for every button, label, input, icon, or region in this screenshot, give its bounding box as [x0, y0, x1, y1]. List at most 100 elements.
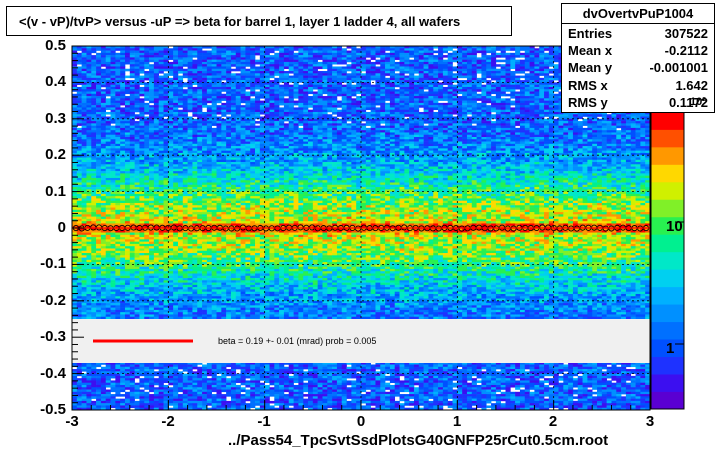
heat-cell — [495, 107, 501, 110]
heat-cell — [486, 57, 492, 60]
heat-cell — [336, 125, 343, 129]
heat-cell — [471, 132, 477, 136]
heat-cell — [86, 55, 92, 58]
heat-cell — [409, 114, 415, 117]
heat-cell — [124, 50, 131, 54]
heat-cell — [418, 132, 424, 136]
heat-cell — [635, 116, 641, 120]
heat-cell — [317, 71, 323, 74]
heat-cell — [187, 102, 193, 106]
heat-cell — [452, 116, 458, 120]
heat-cell — [76, 46, 82, 49]
heat-cell — [283, 125, 290, 129]
heat-cell — [312, 141, 318, 145]
heat-cell — [505, 121, 511, 124]
heat-cell — [413, 123, 420, 126]
heat-cell — [110, 105, 116, 108]
heat-cell — [548, 125, 554, 129]
heat-cell — [341, 75, 347, 79]
heat-cell — [153, 127, 159, 131]
heat-cell — [442, 73, 448, 76]
heat-cell — [250, 91, 256, 95]
heat-cell — [476, 116, 482, 120]
heat-cell — [370, 137, 376, 140]
heat-cell — [375, 114, 381, 117]
heat-cell — [341, 134, 347, 138]
heat-cell — [356, 75, 362, 79]
heat-cell — [462, 143, 468, 147]
heat-cell — [380, 137, 386, 140]
heat-cell — [548, 107, 554, 110]
heat-cell — [187, 121, 193, 124]
heat-cell — [110, 82, 116, 85]
heat-cell — [163, 82, 169, 85]
heat-cell — [438, 111, 444, 115]
heat-cell — [356, 114, 362, 117]
heat-cell — [293, 127, 299, 131]
heat-cell — [385, 111, 391, 115]
heat-cell — [115, 46, 121, 49]
heat-cell — [486, 121, 492, 124]
heat-cell — [447, 114, 453, 117]
heat-cell — [553, 141, 559, 145]
heat-cell — [481, 57, 487, 60]
heat-cell — [447, 105, 453, 108]
heat-cell — [476, 123, 482, 126]
heat-cell — [515, 134, 521, 138]
heat-cell — [134, 100, 140, 104]
heat-cell — [322, 46, 328, 49]
heat-cell — [346, 86, 352, 90]
heat-cell — [264, 91, 270, 95]
heat-cell — [332, 134, 338, 138]
heat-cell — [139, 114, 145, 117]
heat-cell — [221, 77, 227, 81]
heat-cell — [385, 105, 391, 108]
heat-cell — [399, 102, 405, 106]
heat-cell — [356, 125, 362, 129]
heat-cell — [539, 134, 545, 138]
heat-cell — [630, 137, 636, 140]
heat-cell — [558, 127, 564, 131]
heat-cell — [211, 114, 217, 117]
heat-cell — [173, 130, 179, 133]
heat-cell — [134, 50, 140, 54]
heat-cell — [105, 141, 111, 145]
heat-cell — [433, 96, 439, 99]
heat-cell — [298, 66, 304, 70]
heat-cell — [515, 127, 521, 131]
heat-cell — [635, 114, 641, 117]
heat-cell — [438, 52, 444, 56]
heat-cell — [346, 111, 352, 115]
heat-cell — [274, 59, 280, 63]
heat-cell — [240, 91, 246, 95]
heat-cell — [192, 105, 198, 108]
heat-cell — [409, 75, 415, 79]
heat-cell — [211, 52, 217, 56]
heat-cell — [81, 125, 87, 129]
heat-cell — [288, 89, 294, 92]
heat-cell — [433, 100, 439, 104]
heat-cell — [616, 116, 622, 120]
heat-cell — [115, 143, 121, 147]
heat-cell — [124, 139, 131, 142]
heat-cell — [235, 52, 241, 56]
heat-cell — [346, 77, 352, 81]
heat-cell — [534, 80, 540, 83]
heat-cell — [394, 80, 400, 83]
heat-cell — [375, 55, 381, 58]
heat-cell — [259, 86, 265, 90]
heat-cell — [380, 61, 386, 65]
heat-cell — [312, 75, 318, 79]
heat-cell — [312, 86, 318, 90]
heat-cell — [202, 132, 208, 136]
heat-cell — [76, 109, 82, 113]
heat-cell — [539, 123, 545, 126]
heat-cell — [303, 130, 309, 133]
heat-cell — [115, 114, 121, 117]
heat-cell — [611, 116, 617, 120]
heat-cell — [269, 125, 275, 129]
heat-cell — [293, 114, 299, 117]
heat-cell — [394, 141, 400, 145]
heat-cell — [529, 86, 535, 90]
heat-cell — [568, 132, 574, 136]
